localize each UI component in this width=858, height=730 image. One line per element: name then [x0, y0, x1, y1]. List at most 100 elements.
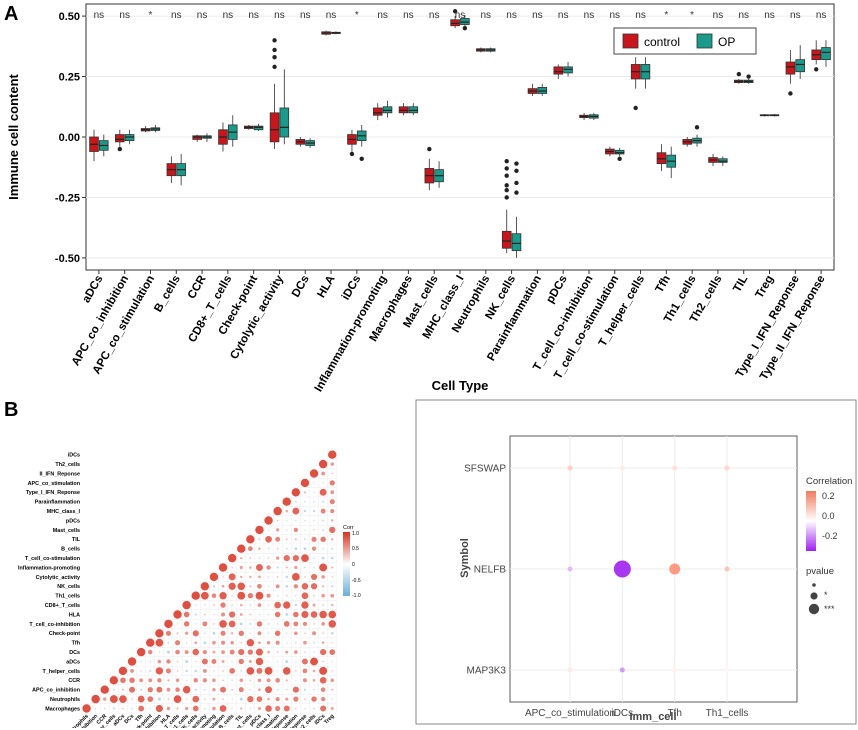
y-tick-label: 0.00 — [59, 132, 80, 144]
heatmap-circle — [310, 611, 318, 618]
heatmap-circle — [173, 695, 182, 703]
bubble-point — [672, 667, 678, 673]
heatmap-circle — [313, 641, 315, 644]
heatmap-circle — [285, 575, 289, 579]
panel-c-corr-tick: -0.2 — [822, 531, 838, 541]
significance-label: ns — [764, 10, 775, 21]
panel-a-y-axis-title: Immune cell content — [6, 73, 21, 199]
heatmap-circle — [267, 613, 270, 616]
pvalue-legend-dot — [808, 603, 820, 615]
heatmap-circle — [309, 469, 319, 478]
heatmap-circle — [231, 604, 234, 606]
heatmap-circle — [230, 632, 234, 635]
heatmap-circle — [109, 695, 118, 704]
heatmap-circle — [249, 613, 252, 616]
heatmap-circle — [285, 538, 288, 541]
heatmap-circle — [231, 707, 233, 710]
bubble-point — [724, 566, 730, 572]
heatmap-circle — [328, 610, 337, 619]
significance-label: ns — [94, 10, 105, 21]
heatmap-circle — [304, 698, 306, 700]
heatmap-circle — [185, 698, 188, 700]
heatmap-circle — [213, 604, 215, 606]
heatmap-circle — [174, 640, 181, 646]
heatmap-circle — [265, 705, 272, 712]
heatmap-circle — [247, 695, 254, 703]
heatmap-circle — [313, 566, 315, 569]
heatmap-circle — [292, 573, 300, 581]
heatmap-circle — [331, 698, 334, 700]
heatmap-circle — [166, 650, 170, 654]
legend-control-label: control — [644, 35, 680, 49]
heatmap-circle — [238, 630, 244, 636]
heatmap-circle — [249, 679, 252, 682]
heatmap-circle — [295, 679, 297, 682]
heatmap-circle — [201, 658, 208, 665]
heatmap-circle — [304, 707, 306, 710]
heatmap-circle — [330, 509, 335, 514]
heatmap-circle — [194, 623, 197, 625]
heatmap-circle — [285, 547, 288, 550]
heatmap-row-label: CCR — [68, 678, 80, 684]
heatmap-circle — [267, 547, 270, 550]
heatmap-circle — [275, 677, 280, 683]
heatmap-circle — [293, 696, 299, 702]
heatmap-circle — [120, 677, 126, 684]
heatmap-circle — [313, 557, 315, 559]
heatmap-row-label: DCs — [69, 650, 80, 656]
outlier-point — [272, 38, 277, 43]
heatmap-circle — [184, 650, 189, 655]
heatmap-circle — [227, 553, 237, 563]
heatmap-circle — [175, 649, 180, 655]
heatmap-circle — [212, 678, 216, 683]
heatmap-circle — [276, 688, 279, 691]
heatmap-circle — [329, 499, 335, 505]
outlier-point — [504, 195, 509, 200]
heatmap-circle — [202, 649, 207, 655]
heatmap-circle — [220, 602, 226, 608]
heatmap-circle — [275, 697, 280, 702]
heatmap-circle — [229, 649, 235, 655]
outlier-point — [736, 71, 742, 77]
heatmap-circle — [322, 604, 325, 607]
heatmap-circle — [100, 685, 109, 694]
heatmap-circle — [229, 611, 236, 618]
panel-c-y-axis: SFSWAP NELFB MAP3K3 — [464, 464, 506, 677]
box-control — [553, 66, 564, 75]
heatmap-circle — [249, 632, 252, 635]
heatmap-circle — [176, 670, 179, 672]
heatmap-circle — [129, 686, 136, 693]
heatmap-circle — [238, 687, 244, 693]
heatmap-circle — [185, 679, 188, 682]
heatmap-circle — [322, 519, 324, 522]
heatmap-circle — [257, 706, 261, 711]
heatmap-circle — [257, 631, 262, 636]
heatmap-circle — [304, 529, 306, 531]
heatmap-circle — [246, 667, 255, 675]
panel-a-legend: control OP — [613, 27, 757, 55]
heatmap-circle — [249, 575, 252, 579]
heatmap-circle — [294, 565, 298, 570]
heatmap-circle — [182, 685, 191, 694]
significance-label: ns — [326, 10, 337, 21]
panel-b-legend-colorbar — [343, 532, 350, 596]
panel-b-legend-tick: -1.0 — [352, 593, 361, 599]
heatmap-circle — [303, 547, 307, 551]
heatmap-circle — [127, 657, 137, 666]
heatmap-row-label: TIL — [72, 537, 81, 543]
heatmap-circle — [330, 631, 334, 635]
panel-a-x-axis: aDCsAPC_co_inhibitionAPC_co_stimulationB… — [70, 270, 828, 394]
heatmap-circle — [295, 660, 297, 663]
heatmap-circle — [321, 471, 326, 476]
heatmap-circle — [140, 670, 142, 672]
heatmap-circle — [183, 621, 190, 627]
heatmap-circle — [283, 705, 290, 712]
heatmap-circle — [293, 621, 299, 627]
heatmap-row-label: aDCs — [66, 659, 80, 665]
heatmap-circle — [310, 657, 319, 666]
heatmap-circle — [328, 620, 337, 628]
heatmap-circle — [221, 584, 225, 588]
heatmap-row-label: Type_I_IFN_Reponse — [26, 490, 80, 496]
heatmap-circle — [239, 697, 243, 701]
panel-a-x-axis-title: Cell Type — [432, 378, 489, 393]
